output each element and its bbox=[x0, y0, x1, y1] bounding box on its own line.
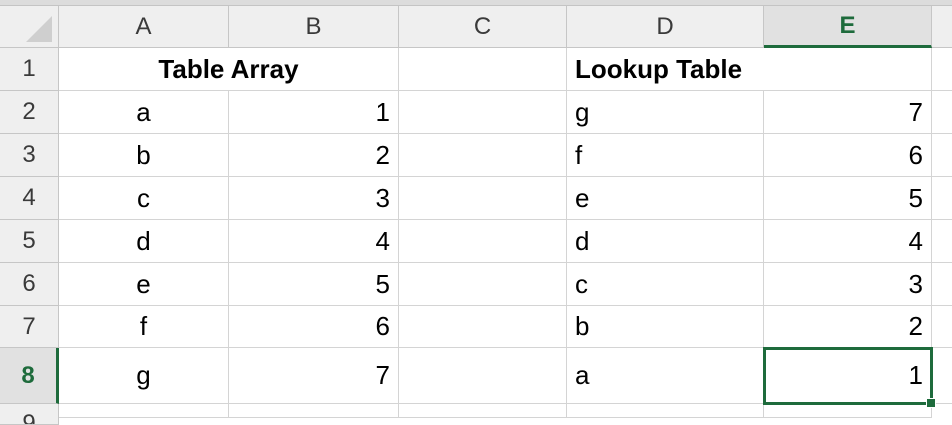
cell-a1-merged[interactable]: Table Array bbox=[59, 48, 399, 91]
cell-c8[interactable] bbox=[399, 348, 567, 404]
cell-d5[interactable]: d bbox=[567, 220, 764, 263]
select-all-corner[interactable] bbox=[0, 6, 59, 48]
row-filler bbox=[932, 263, 952, 306]
row-header-1[interactable]: 1 bbox=[0, 48, 59, 91]
cell-d7[interactable]: b bbox=[567, 306, 764, 348]
cell-d6[interactable]: c bbox=[567, 263, 764, 306]
row-filler bbox=[932, 91, 952, 134]
row-header-7[interactable]: 7 bbox=[0, 306, 59, 348]
row-header-3[interactable]: 3 bbox=[0, 134, 59, 177]
cell-c5[interactable] bbox=[399, 220, 567, 263]
cell-a4[interactable]: c bbox=[59, 177, 229, 220]
cell-b6[interactable]: 5 bbox=[229, 263, 399, 306]
cell-e4[interactable]: 5 bbox=[764, 177, 932, 220]
cell-e5[interactable]: 4 bbox=[764, 220, 932, 263]
row-header-2[interactable]: 2 bbox=[0, 91, 59, 134]
cell-d3[interactable]: f bbox=[567, 134, 764, 177]
cell-b8[interactable]: 7 bbox=[229, 348, 399, 404]
row-filler bbox=[932, 306, 952, 348]
cell-a9[interactable] bbox=[59, 404, 229, 418]
fill-handle[interactable] bbox=[926, 398, 936, 408]
cell-c7[interactable] bbox=[399, 306, 567, 348]
cell-a2[interactable]: a bbox=[59, 91, 229, 134]
cell-e9[interactable] bbox=[764, 404, 932, 418]
cell-d2[interactable]: g bbox=[567, 91, 764, 134]
cell-c1[interactable] bbox=[399, 48, 567, 91]
cell-d1[interactable]: Lookup Table bbox=[567, 48, 764, 91]
cell-b4[interactable]: 3 bbox=[229, 177, 399, 220]
cell-e2[interactable]: 7 bbox=[764, 91, 932, 134]
select-all-icon bbox=[26, 16, 52, 42]
column-header-c[interactable]: C bbox=[399, 6, 567, 48]
cell-c3[interactable] bbox=[399, 134, 567, 177]
cell-e6[interactable]: 3 bbox=[764, 263, 932, 306]
cell-e8-value: 1 bbox=[908, 360, 923, 390]
column-header-b[interactable]: B bbox=[229, 6, 399, 48]
cell-b5[interactable]: 4 bbox=[229, 220, 399, 263]
cell-a8[interactable]: g bbox=[59, 348, 229, 404]
cell-c4[interactable] bbox=[399, 177, 567, 220]
cell-b9[interactable] bbox=[229, 404, 399, 418]
cell-a5[interactable]: d bbox=[59, 220, 229, 263]
column-header-filler bbox=[932, 6, 952, 48]
row-filler bbox=[932, 48, 952, 91]
cell-e1[interactable] bbox=[764, 48, 932, 91]
row-header-8[interactable]: 8 bbox=[0, 348, 59, 404]
toolbar-edge bbox=[0, 0, 952, 6]
cell-a6[interactable]: e bbox=[59, 263, 229, 306]
row-header-6[interactable]: 6 bbox=[0, 263, 59, 306]
cell-e8-selected[interactable]: 1 bbox=[763, 347, 936, 408]
cell-b7[interactable]: 6 bbox=[229, 306, 399, 348]
cell-a3[interactable]: b bbox=[59, 134, 229, 177]
cell-d4[interactable]: e bbox=[567, 177, 764, 220]
column-header-e[interactable]: E bbox=[764, 6, 932, 48]
row-header-9[interactable]: 9 bbox=[0, 404, 59, 425]
row-filler bbox=[932, 220, 952, 263]
cell-c6[interactable] bbox=[399, 263, 567, 306]
column-header-a[interactable]: A bbox=[59, 6, 229, 48]
cell-a7[interactable]: f bbox=[59, 306, 229, 348]
cell-d8[interactable]: a bbox=[567, 348, 764, 404]
cell-d9[interactable] bbox=[567, 404, 764, 418]
row-filler bbox=[932, 177, 952, 220]
column-header-d[interactable]: D bbox=[567, 6, 764, 48]
row-filler bbox=[932, 348, 952, 404]
cell-e7[interactable]: 2 bbox=[764, 306, 932, 348]
row-header-4[interactable]: 4 bbox=[0, 177, 59, 220]
cell-e3[interactable]: 6 bbox=[764, 134, 932, 177]
cell-b3[interactable]: 2 bbox=[229, 134, 399, 177]
row-filler bbox=[932, 134, 952, 177]
cell-c9[interactable] bbox=[399, 404, 567, 418]
cell-c2[interactable] bbox=[399, 91, 567, 134]
cell-b2[interactable]: 1 bbox=[229, 91, 399, 134]
row-header-5[interactable]: 5 bbox=[0, 220, 59, 263]
